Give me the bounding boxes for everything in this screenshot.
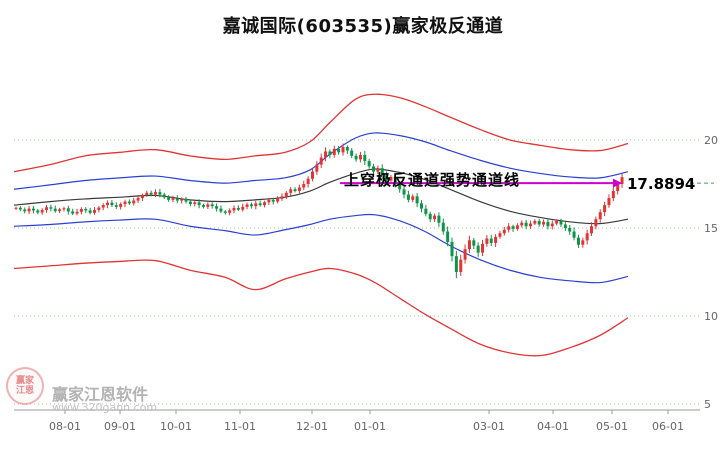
y-axis-label: 10: [704, 310, 718, 323]
brand-logo-line2: 江恩: [15, 386, 34, 396]
x-axis-label: 08-01: [49, 420, 81, 433]
x-axis-label: 04-01: [537, 420, 569, 433]
x-axis-label: 10-01: [160, 420, 192, 433]
x-axis-label: 03-01: [473, 420, 505, 433]
band-mid-life: [13, 168, 629, 225]
watermark-url-text: www.320gann.com: [52, 401, 158, 414]
signal-annotation-text: 上穿极反通道强势通道线: [344, 171, 521, 189]
y-axis: 20 15 10 5: [704, 134, 718, 411]
x-axis-label: 06-01: [652, 420, 684, 433]
x-axis-label: 01-01: [354, 420, 386, 433]
brand-logo-line1: 赢家: [15, 376, 34, 386]
x-axis-label: 12-01: [296, 420, 328, 433]
y-axis-label: 5: [704, 398, 711, 411]
x-axis-label: 09-01: [104, 420, 136, 433]
signal-arrow: [340, 178, 714, 188]
y-axis-label: 15: [704, 222, 718, 235]
candles: [14, 143, 624, 279]
band-upper-extreme: [13, 93, 629, 173]
brand-logo-icon: 赢家 江恩: [6, 367, 44, 405]
x-axis: 08-01 09-01 10-01 11-01 12-01 01-01 03-01 04-01…: [14, 409, 700, 433]
x-axis-label: 05-01: [596, 420, 628, 433]
y-axis-label: 20: [704, 134, 718, 147]
band-lower-extreme: [13, 259, 629, 357]
channel-bands: [13, 93, 629, 357]
watermark-brand-text: 赢家江恩软件: [52, 385, 149, 404]
last-price-label: 17.8894: [627, 175, 696, 193]
chart-title: 嘉诚国际(603535)赢家极反通道: [222, 16, 504, 37]
x-axis-label: 11-01: [224, 420, 256, 433]
band-lower-weak: [13, 213, 629, 284]
